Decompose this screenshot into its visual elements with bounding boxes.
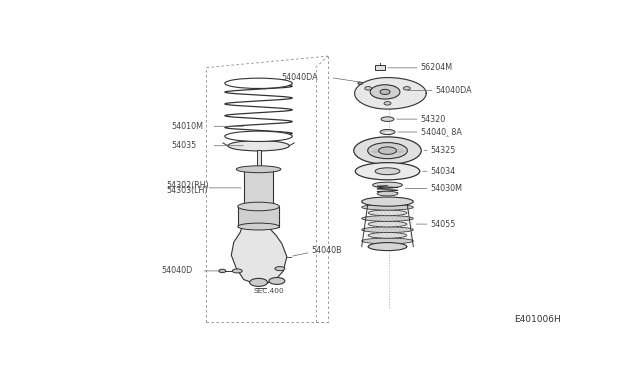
Ellipse shape [370,85,400,99]
Bar [257,150,260,169]
Ellipse shape [358,82,363,84]
Ellipse shape [372,182,403,188]
Ellipse shape [354,137,421,164]
Bar [244,169,273,206]
Text: 54040D: 54040D [162,266,193,275]
Ellipse shape [367,142,407,158]
Text: 54040B: 54040B [312,246,342,255]
Bar [375,65,385,70]
Text: E401006H: E401006H [515,315,561,324]
Text: 54055: 54055 [431,219,456,229]
Polygon shape [355,78,426,109]
Bar [237,206,280,227]
Ellipse shape [362,197,413,206]
Ellipse shape [362,238,413,244]
Ellipse shape [225,131,292,141]
Ellipse shape [275,267,285,271]
Text: 54040DA: 54040DA [281,73,317,81]
Ellipse shape [380,129,395,135]
Text: 54302(RH): 54302(RH) [167,181,209,190]
Text: 54034: 54034 [431,167,456,176]
Ellipse shape [368,221,407,227]
Ellipse shape [368,244,407,250]
Text: 54040‸ 8A: 54040‸ 8A [420,128,461,137]
Ellipse shape [377,191,398,196]
Ellipse shape [362,216,413,221]
Ellipse shape [379,147,396,154]
Ellipse shape [368,210,407,216]
Text: SEC.400: SEC.400 [253,288,284,294]
Ellipse shape [355,163,420,180]
Ellipse shape [250,278,268,286]
Text: 54010M: 54010M [172,122,204,131]
Ellipse shape [237,202,280,211]
Ellipse shape [362,227,413,232]
Ellipse shape [237,223,280,230]
Ellipse shape [384,102,391,105]
Text: 54325: 54325 [431,146,456,155]
Text: 54320: 54320 [420,115,446,124]
Ellipse shape [368,243,407,251]
Ellipse shape [225,78,292,89]
Ellipse shape [219,269,226,273]
Polygon shape [231,227,287,284]
Ellipse shape [269,278,285,284]
Ellipse shape [236,166,281,173]
Ellipse shape [365,87,372,90]
Ellipse shape [232,269,242,273]
Ellipse shape [368,232,407,238]
Ellipse shape [375,168,400,175]
Ellipse shape [380,89,390,94]
Text: 56204M: 56204M [420,63,453,72]
Ellipse shape [381,117,394,121]
Text: 54303(LH): 54303(LH) [167,186,208,195]
Text: 54035: 54035 [172,141,197,150]
Text: 54030M: 54030M [431,184,463,193]
Ellipse shape [228,141,289,151]
Ellipse shape [362,204,413,210]
Ellipse shape [403,87,410,90]
Text: 54040DA: 54040DA [436,86,472,95]
